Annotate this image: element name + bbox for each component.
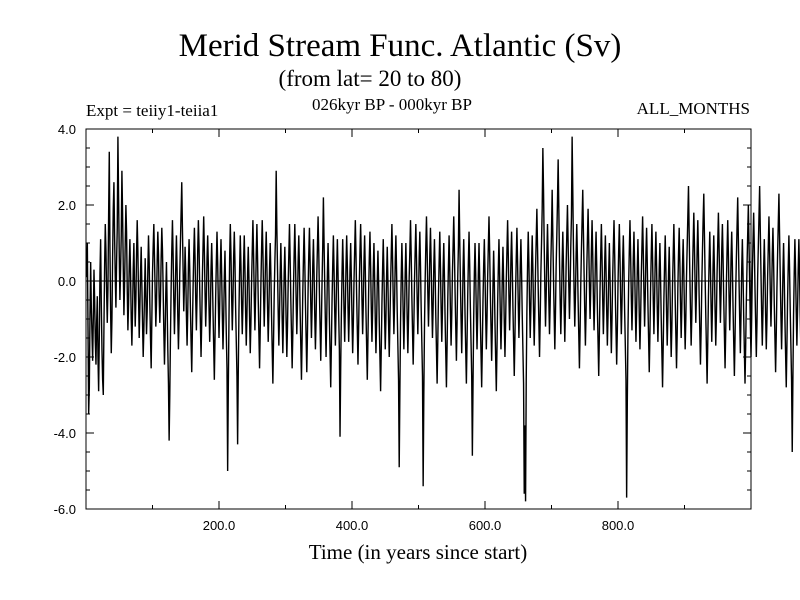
y-tick-label: 2.0 (58, 198, 76, 213)
x-tick-label: 200.0 (203, 518, 236, 533)
y-tick-label: -2.0 (54, 350, 76, 365)
x-tick-label: 400.0 (336, 518, 369, 533)
chart-subtitle: (from lat= 20 to 80) (278, 66, 462, 91)
y-tick-label: 0.0 (58, 274, 76, 289)
tick-labels: 4.0 2.0 0.0 -2.0 -4.0 -6.0 200.0 400.0 600.0 800.… (54, 122, 635, 533)
plot-frame (85, 128, 752, 510)
y-tick-label: -4.0 (54, 426, 76, 441)
series-line (85, 136, 800, 502)
y-tick-label: 4.0 (58, 122, 76, 137)
x-tick-label: 600.0 (469, 518, 502, 533)
x-tick-label: 800.0 (602, 518, 635, 533)
x-axis-label: Time (in years since start) (308, 540, 528, 564)
chart-title: Merid Stream Func. Atlantic (Sv) (178, 28, 622, 64)
period-label: 026kyr BP - 000kyr BP (312, 95, 472, 114)
y-tick-label: -6.0 (54, 502, 76, 517)
months-label: ALL_MONTHS (636, 99, 750, 118)
experiment-label: Expt = teiiy1-teiia1 (86, 101, 219, 120)
